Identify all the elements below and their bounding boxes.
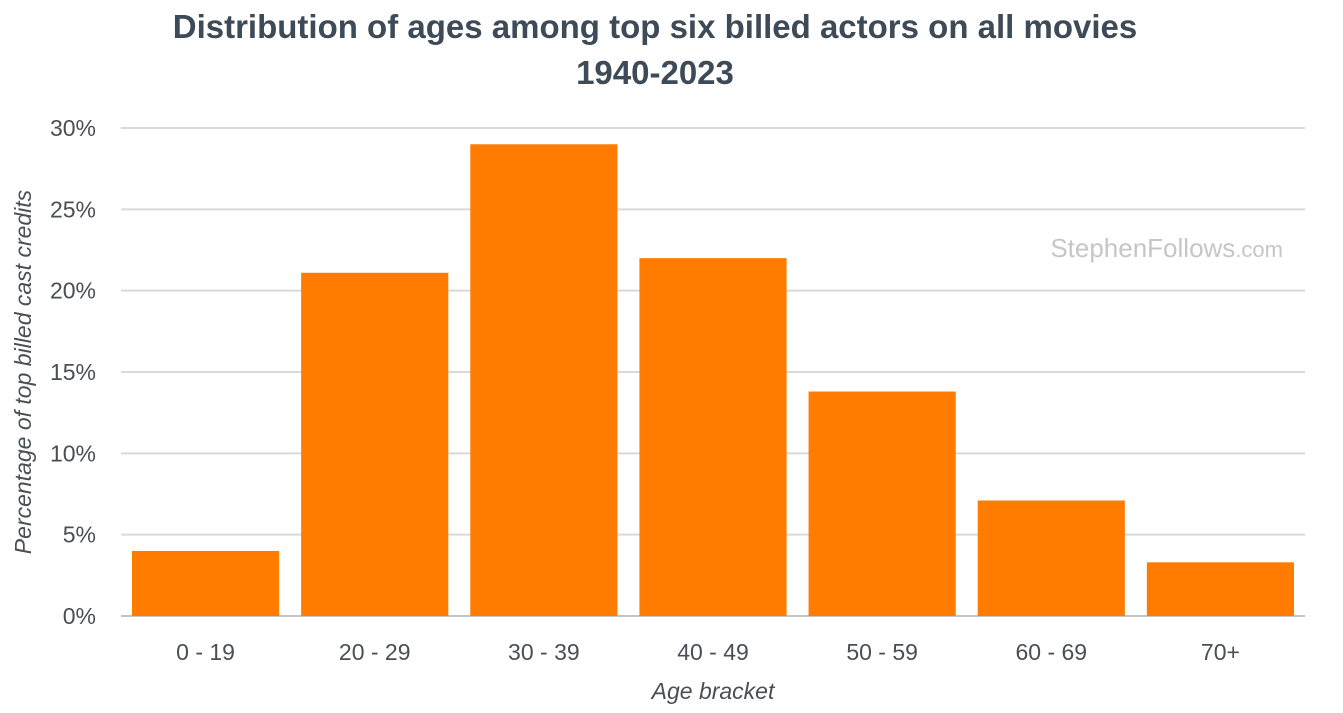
bar-40-49 xyxy=(639,258,787,616)
bar-20-29 xyxy=(301,272,449,616)
x-axis-ticks: 0 - 19 20 - 29 30 - 39 40 - 49 50 - 59 60 - 6… xyxy=(176,639,1240,665)
x-tick-label: 0 - 19 xyxy=(176,639,235,665)
x-tick-label: 60 - 69 xyxy=(1015,639,1087,665)
watermark-name: StephenFollows xyxy=(1050,233,1235,263)
y-axis-ticks: 0% 5% 10% 15% 20% 25% 30% xyxy=(50,115,96,629)
watermark-suffix: .com xyxy=(1235,237,1283,262)
y-tick-label: 15% xyxy=(50,359,96,385)
x-tick-label: 20 - 29 xyxy=(339,639,411,665)
bars xyxy=(131,144,1295,616)
chart-title: Distribution of ages among top six bille… xyxy=(173,8,1138,45)
y-tick-label: 0% xyxy=(63,603,96,629)
x-tick-label: 50 - 59 xyxy=(846,639,918,665)
y-tick-label: 10% xyxy=(50,440,96,466)
watermark: StephenFollows.com xyxy=(1050,233,1283,263)
x-tick-label: 30 - 39 xyxy=(508,639,580,665)
bar-30-39 xyxy=(470,144,618,616)
y-tick-label: 20% xyxy=(50,278,96,304)
y-tick-label: 30% xyxy=(50,115,96,141)
x-axis-label: Age bracket xyxy=(650,678,776,704)
bar-50-59 xyxy=(808,391,956,616)
y-tick-label: 5% xyxy=(63,522,96,548)
y-tick-label: 25% xyxy=(50,196,96,222)
bar-60-69 xyxy=(977,500,1125,616)
bar-70plus xyxy=(1146,562,1295,616)
x-tick-label: 70+ xyxy=(1201,639,1240,665)
chart-subtitle: 1940-2023 xyxy=(576,54,734,91)
y-axis-label: Percentage of top billed cast credits xyxy=(10,189,36,554)
bar-0-19 xyxy=(131,550,280,616)
x-tick-label: 40 - 49 xyxy=(677,639,749,665)
